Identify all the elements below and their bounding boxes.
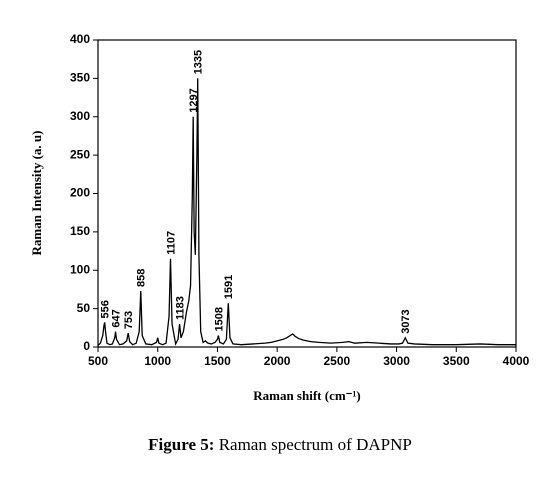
x-tick-label: 1500 bbox=[204, 354, 231, 368]
peak-label: 1297 bbox=[188, 88, 200, 112]
y-tick-label: 200 bbox=[70, 186, 90, 200]
peak-label: 1107 bbox=[165, 231, 177, 255]
plot-frame bbox=[97, 39, 517, 348]
peak-label: 1591 bbox=[223, 275, 235, 299]
y-tick-label: 100 bbox=[70, 262, 90, 276]
y-tick-label: 150 bbox=[70, 224, 90, 238]
y-tick-label: 400 bbox=[70, 32, 90, 46]
spectrum-line bbox=[97, 78, 516, 346]
x-tick-label: 3500 bbox=[443, 354, 470, 368]
x-tick-label: 2000 bbox=[264, 354, 291, 368]
peak-label: 858 bbox=[136, 269, 148, 287]
y-tick-label: 50 bbox=[77, 301, 91, 315]
x-tick-label: 3000 bbox=[383, 354, 410, 368]
caption-label: Figure 5: bbox=[148, 435, 214, 454]
x-axis-label: Raman shift (cm⁻¹) bbox=[253, 388, 361, 403]
y-axis-label: Raman Intensity (a. u) bbox=[29, 131, 44, 256]
peak-label: 753 bbox=[123, 311, 135, 329]
y-tick-label: 250 bbox=[70, 147, 90, 161]
y-tick-label: 300 bbox=[70, 109, 90, 123]
x-tick-label: 4000 bbox=[503, 354, 530, 368]
x-tick-label: 2500 bbox=[324, 354, 351, 368]
y-tick-label: 350 bbox=[70, 71, 90, 85]
caption: Figure 5: Raman spectrum of DAPNP bbox=[148, 435, 412, 454]
caption-text: Raman spectrum of DAPNP bbox=[219, 435, 412, 454]
peak-label: 647 bbox=[110, 309, 122, 327]
peak-label: 1335 bbox=[193, 50, 205, 74]
peak-label: 556 bbox=[100, 300, 112, 318]
y-tick-label: 0 bbox=[83, 339, 90, 353]
peak-label: 1183 bbox=[174, 296, 186, 320]
x-tick-label: 1000 bbox=[144, 354, 171, 368]
peak-label: 1508 bbox=[213, 307, 225, 331]
peak-label: 3073 bbox=[400, 309, 412, 333]
x-tick-label: 500 bbox=[88, 354, 108, 368]
